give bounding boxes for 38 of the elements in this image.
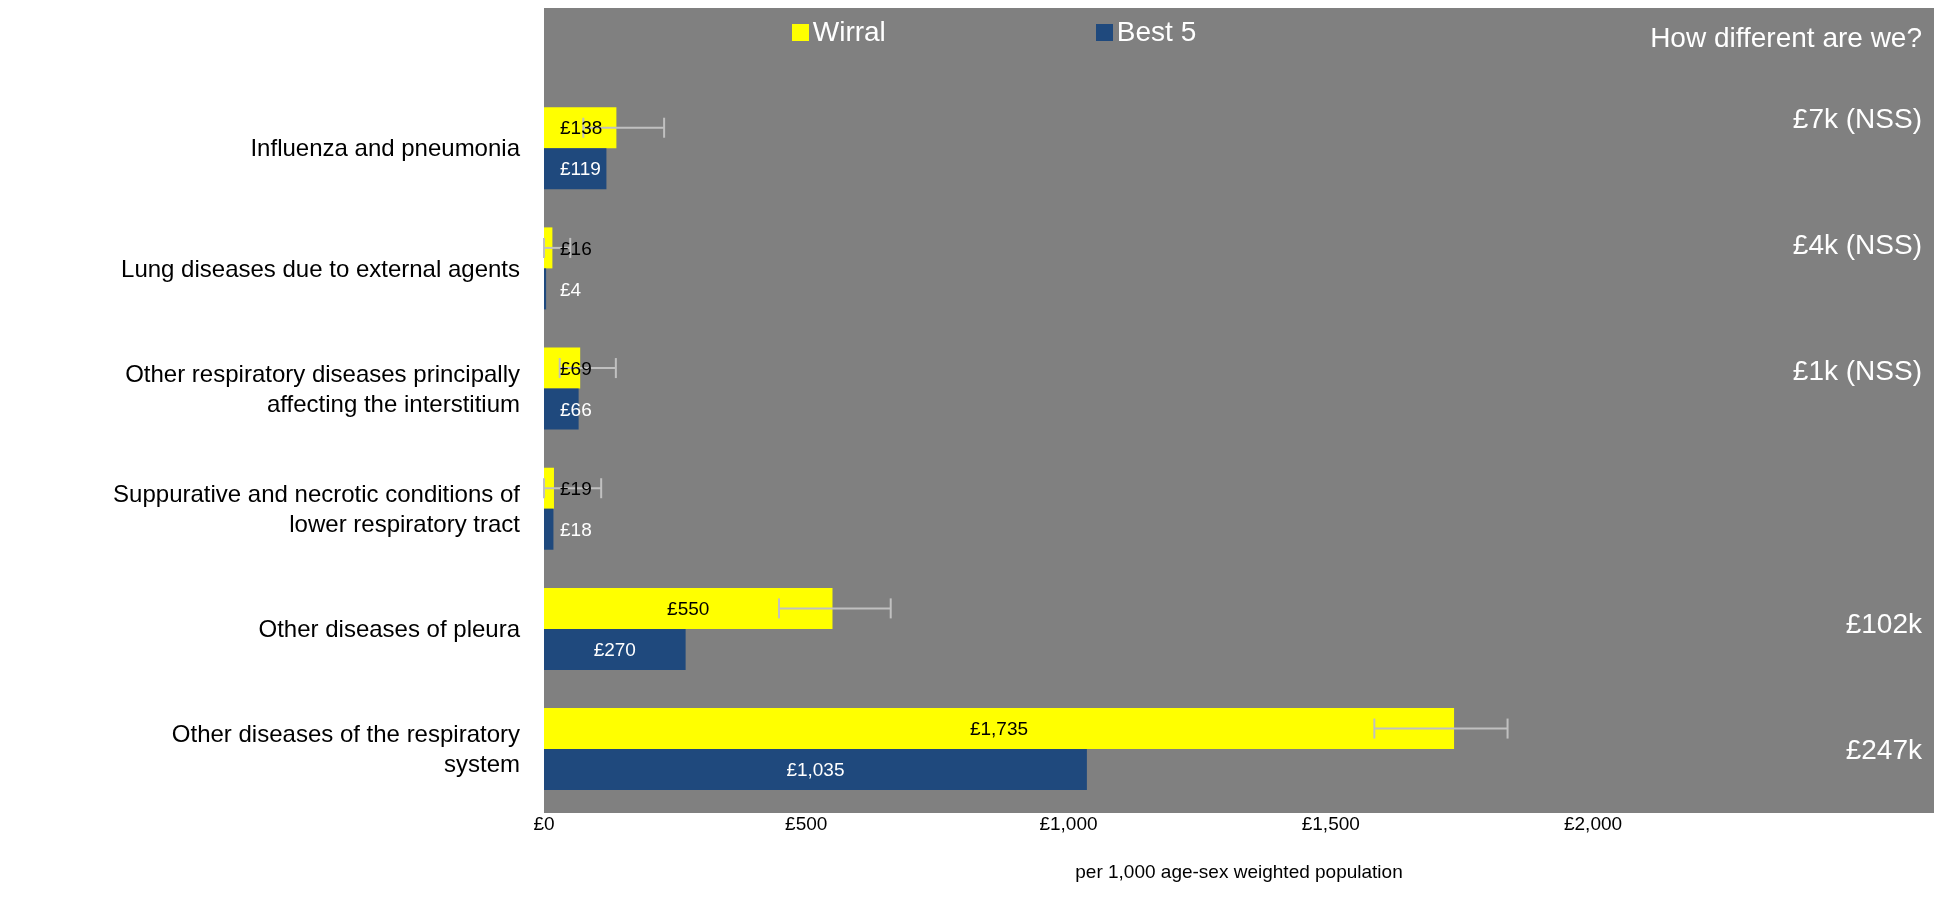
data-label: £66 [560,398,592,420]
bar [544,628,686,670]
y-tick-label: Other diseases of the respiratory system [171,720,520,778]
data-label: £16 [560,237,592,259]
bar [544,467,554,509]
data-label: £18 [560,518,592,540]
annotation: £1k (NSS) [1792,355,1922,388]
data-label: £119 [560,158,601,180]
x-tick-label: £2,000 [1563,813,1623,835]
bar [544,708,1455,750]
data-label: £270 [593,639,636,661]
annotation: How different are we? [1650,22,1922,54]
x-tick-label: £0 [533,813,555,835]
x-axis-title: per 1,000 age-sex weighted population [1075,861,1403,882]
x-tick-label: £1,000 [1039,813,1098,835]
annotation: £7k (NSS) [1792,103,1922,136]
bar [544,749,1087,791]
annotation: £247k [1845,733,1922,766]
x-tick-label: £500 [785,813,828,835]
data-label: £19 [560,477,592,499]
y-tick-label: Other diseases of pleura [258,615,521,643]
annotation: £102k [1845,607,1922,640]
legend-label: Best 5 [1115,16,1197,48]
bar [544,587,833,629]
annotation: £4k (NSS) [1792,229,1922,262]
legend-label: Wirral [811,16,886,48]
bar [544,268,547,310]
y-tick-label: Influenza and pneumonia [250,134,521,162]
data-label: £1,035 [786,759,845,781]
data-label: £69 [560,357,592,379]
y-tick-label: Other respiratory diseases principally affecting the interstitium [125,359,520,417]
data-label: £1,735 [969,718,1029,740]
y-tick-label: Suppurative and necrotic conditions of lower respiratory tract [113,479,521,537]
data-label: £4 [560,278,582,300]
y-tick-label: Lung diseases due to external agents [121,254,520,282]
bar [544,508,554,550]
data-label: £550 [667,598,710,620]
x-tick-label: £1,500 [1301,813,1360,835]
